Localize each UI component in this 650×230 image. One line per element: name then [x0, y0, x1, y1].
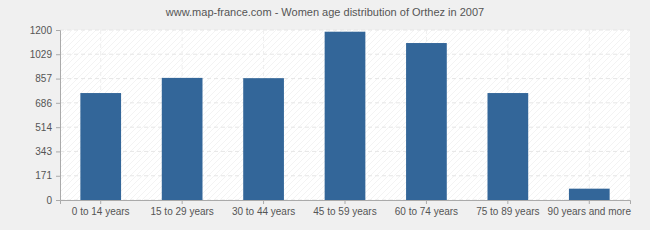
title: www.map-france.com - Women age distribut… — [165, 6, 484, 18]
y-tick-label: 171 — [35, 170, 52, 181]
y-tick: 171 — [35, 170, 60, 181]
x-tick-mark — [100, 200, 101, 204]
y-tick-mark — [56, 79, 60, 80]
x-tick: 75 to 89 years — [476, 200, 539, 217]
bar — [569, 189, 610, 200]
x-tick-mark — [345, 200, 346, 204]
x-tick-label: 90 years and more — [548, 206, 632, 217]
x-tick-label: 30 to 44 years — [232, 206, 295, 217]
y-tick: 1200 — [30, 25, 60, 36]
bars — [80, 32, 609, 200]
x-tick-label: 15 to 29 years — [150, 206, 213, 217]
grid-x — [101, 30, 590, 200]
x-tick: 90 years and more — [548, 200, 632, 217]
x-tick: 15 to 29 years — [150, 200, 213, 217]
y-tick: 0 — [46, 195, 60, 206]
y-axis: 0 171 343 514 686 857 1029 1200 — [30, 25, 61, 206]
x-axis-line — [61, 201, 631, 205]
y-tick-label: 686 — [35, 98, 52, 109]
y-tick-mark — [56, 127, 60, 128]
x-tick: 45 to 59 years — [313, 200, 376, 217]
y-axis-line — [56, 31, 61, 201]
x-tick: 0 to 14 years — [72, 200, 130, 217]
y-tick-label: 857 — [35, 73, 52, 84]
y-tick-mark — [56, 200, 60, 201]
bar — [488, 93, 529, 200]
x-tick-mark — [426, 200, 427, 204]
y-tick-label: 514 — [35, 122, 52, 133]
y-tick-label: 1029 — [30, 49, 53, 60]
x-tick-mark — [263, 200, 264, 204]
y-tick: 514 — [35, 122, 60, 133]
plot: 0 171 343 514 686 857 1029 1200 0 to 14 years 15 … — [30, 25, 632, 217]
x-tick-label: 45 to 59 years — [313, 206, 376, 217]
plot-area — [60, 30, 630, 200]
grid — [60, 30, 630, 200]
bar — [325, 32, 366, 200]
y-tick-mark — [56, 151, 60, 152]
x-axis: 0 to 14 years 15 to 29 years 30 to 44 year… — [61, 200, 632, 217]
x-tick: 60 to 74 years — [395, 200, 458, 217]
y-tick-mark — [56, 30, 60, 31]
x-tick-mark — [507, 200, 508, 204]
y-tick-mark — [56, 54, 60, 55]
background — [0, 0, 650, 230]
grid-line-x — [589, 30, 590, 200]
chart: www.map-france.com - Women age distribut… — [0, 0, 650, 230]
y-tick: 686 — [35, 98, 60, 109]
x-tick-label: 75 to 89 years — [476, 206, 539, 217]
bar — [80, 93, 121, 200]
y-tick-label: 343 — [35, 146, 52, 157]
y-tick: 343 — [35, 146, 60, 157]
y-tick-mark — [56, 176, 60, 177]
y-tick-label: 1200 — [30, 25, 53, 36]
x-tick-mark — [589, 200, 590, 204]
x-tick-label: 60 to 74 years — [395, 206, 458, 217]
y-tick-mark — [56, 103, 60, 104]
x-tick-label: 0 to 14 years — [72, 206, 130, 217]
bar — [243, 78, 284, 200]
y-tick: 857 — [35, 73, 60, 84]
x-tick-mark — [182, 200, 183, 204]
bar — [162, 78, 203, 200]
y-tick: 1029 — [30, 49, 60, 60]
bar — [406, 43, 447, 200]
y-tick-label: 0 — [46, 195, 52, 206]
x-tick: 30 to 44 years — [232, 200, 295, 217]
